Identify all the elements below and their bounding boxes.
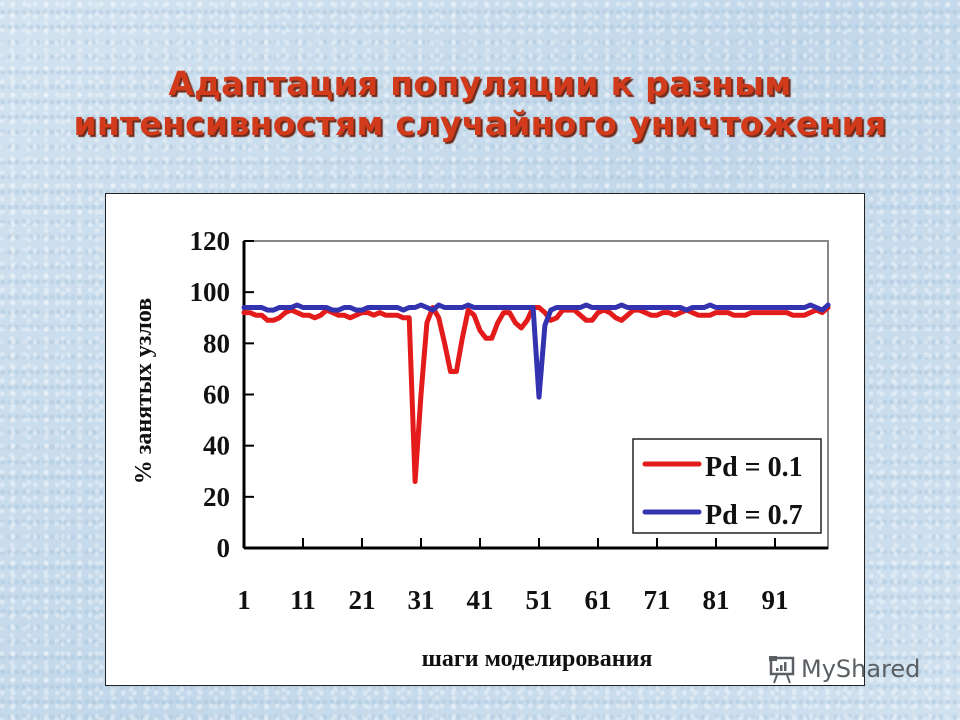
y-tick-label: 40 [203, 431, 230, 461]
slide-title-line-1: Адаптация популяции к разным [168, 64, 792, 103]
y-tick-label: 60 [203, 380, 230, 410]
x-tick-label: 21 [349, 585, 376, 615]
x-tick-label: 51 [526, 585, 553, 615]
series-lines [241, 302, 831, 484]
x-axis-label: шаги моделирования [422, 646, 653, 672]
y-tick-label: 20 [203, 482, 230, 512]
chart-frame: 0 20 40 60 80 100 120 1 11 21 31 41 51 61 71 81 91 % за… [105, 193, 865, 686]
y-tick-label: 120 [190, 226, 231, 256]
x-tick-label: 71 [644, 585, 671, 615]
x-tick-label: 61 [585, 585, 612, 615]
legend: Pd = 0.1 Pd = 0.7 [632, 438, 822, 534]
slide-title-line-2: интенсивностям случайного уничтожения [73, 104, 887, 143]
watermark: MyShared [767, 654, 920, 684]
x-tick-label: 11 [290, 585, 316, 615]
series-line-pd01 [241, 305, 831, 484]
x-tick-label: 31 [408, 585, 435, 615]
x-tick-label: 81 [703, 585, 730, 615]
series-line-pd07 [241, 302, 831, 400]
legend-label-pd07: Pd = 0.7 [705, 500, 803, 531]
x-tick-label: 1 [237, 585, 251, 615]
watermark-text: MyShared [801, 655, 921, 683]
x-axis: 1 11 21 31 41 51 61 71 81 91 [237, 538, 828, 615]
x-tick-label: 91 [762, 585, 789, 615]
y-tick-label: 100 [190, 277, 231, 307]
y-tick-label: 80 [203, 328, 230, 358]
y-tick-label: 0 [217, 533, 231, 563]
y-axis: 0 20 40 60 80 100 120 [190, 226, 254, 563]
slide-title: Адаптация популяции к разным интенсивнос… [0, 64, 960, 144]
presentation-board-icon [769, 656, 795, 684]
legend-label-pd01: Pd = 0.1 [705, 452, 803, 483]
y-axis-label: % занятых узлов [131, 298, 157, 484]
x-tick-label: 41 [467, 585, 494, 615]
